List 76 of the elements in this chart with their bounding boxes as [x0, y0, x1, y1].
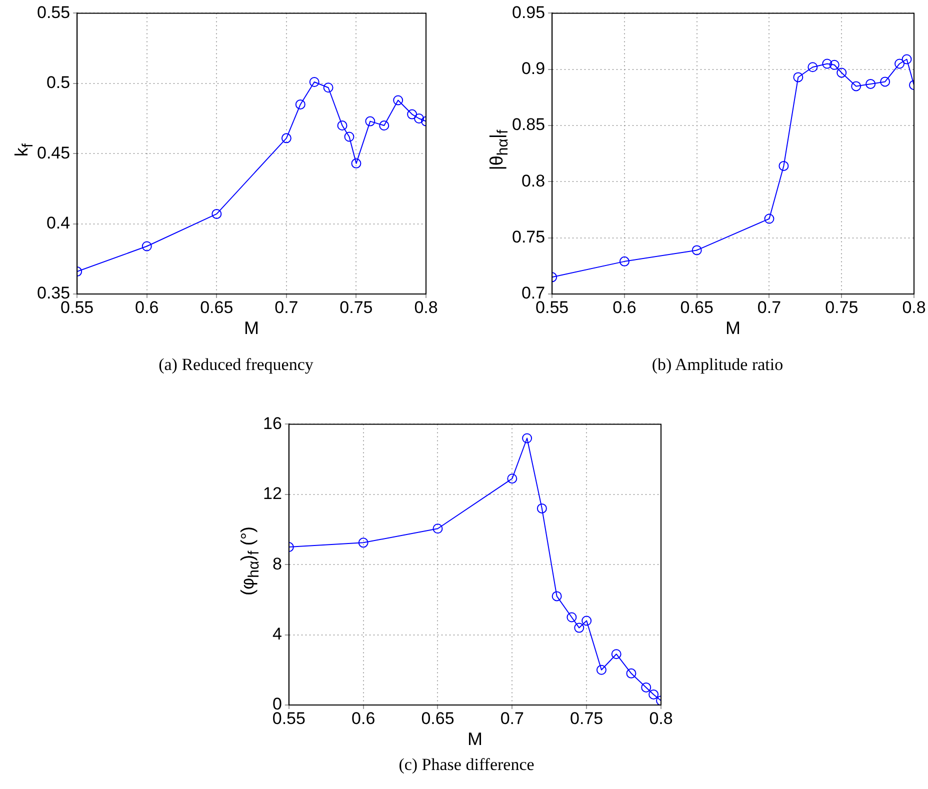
- x-tick-label: 0.65: [680, 298, 714, 317]
- point: [574, 622, 584, 633]
- y-tick-label: 0.75: [512, 228, 546, 247]
- point: [295, 99, 306, 110]
- text: (c) Phase difference: [398, 755, 534, 775]
- x-tick-label: 0.6: [612, 298, 636, 317]
- point: [566, 612, 577, 622]
- text: (b) Amplitude ratio: [652, 355, 784, 375]
- point: [626, 668, 636, 678]
- x-axis-title: M: [467, 729, 482, 750]
- y-tick-label: 0.45: [36, 143, 70, 162]
- x-tick-label: 0.75: [825, 298, 858, 317]
- point: [351, 158, 362, 168]
- point: [337, 120, 348, 131]
- x-tick-label: 0.8: [902, 298, 926, 317]
- point: [507, 474, 518, 484]
- point: [611, 649, 622, 660]
- y-tick-label: 0.5: [46, 73, 70, 92]
- point: [309, 76, 320, 87]
- point: [432, 524, 443, 534]
- point: [407, 109, 418, 120]
- point: [836, 68, 847, 78]
- x-tick-label: 0.8: [649, 708, 673, 728]
- point: [793, 72, 804, 82]
- y-tick-label: 4: [272, 624, 282, 644]
- x-tick-label: 0.75: [570, 708, 604, 728]
- point: [778, 160, 789, 171]
- point: [648, 689, 659, 700]
- point: [323, 82, 334, 93]
- y-tick-label: 0.9: [521, 59, 546, 78]
- text: (a) Reduced frequency: [158, 355, 314, 375]
- point: [851, 81, 862, 92]
- point: [522, 433, 532, 444]
- point: [880, 76, 890, 87]
- point: [414, 114, 424, 124]
- x-tick-label: 0.6: [352, 708, 376, 728]
- point: [829, 60, 840, 70]
- y-tick-label: 16: [262, 414, 282, 433]
- point: [764, 214, 774, 224]
- y-tick-label: 12: [262, 484, 282, 504]
- x-tick-label: 0.65: [421, 708, 454, 728]
- point: [393, 95, 404, 106]
- x-tick-label: 0.65: [200, 298, 234, 317]
- point: [281, 133, 292, 144]
- x-axis-title: M: [726, 318, 741, 338]
- point: [692, 245, 702, 256]
- x-tick-label: 0.55: [536, 298, 569, 317]
- y-tick-label: 0.4: [46, 213, 70, 232]
- point: [866, 78, 876, 89]
- point: [894, 58, 905, 69]
- point: [596, 664, 606, 675]
- point: [212, 208, 222, 219]
- point: [365, 116, 376, 126]
- point: [619, 256, 630, 266]
- point: [822, 58, 832, 69]
- y-tick-label: 0.95: [512, 2, 546, 22]
- point: [358, 538, 368, 548]
- y-tick-label: 8: [272, 554, 282, 574]
- y-tick-label: 0.85: [512, 115, 546, 134]
- point: [902, 54, 912, 64]
- point: [536, 503, 547, 514]
- point: [552, 591, 562, 602]
- x-tick-label: 0.55: [60, 298, 94, 317]
- x-tick-label: 0.75: [340, 298, 373, 317]
- point: [379, 120, 390, 131]
- y-tick-label: 0.8: [521, 171, 546, 190]
- y-tick-label: 0.55: [36, 2, 70, 22]
- point: [641, 682, 652, 692]
- x-tick-label: 0.6: [135, 298, 159, 317]
- point: [344, 132, 354, 142]
- x-axis-title: M: [244, 318, 260, 338]
- point: [142, 241, 152, 252]
- point: [808, 62, 818, 72]
- x-tick-label: 0.8: [414, 298, 438, 317]
- point: [582, 616, 592, 626]
- x-tick-label: 0.7: [757, 298, 782, 317]
